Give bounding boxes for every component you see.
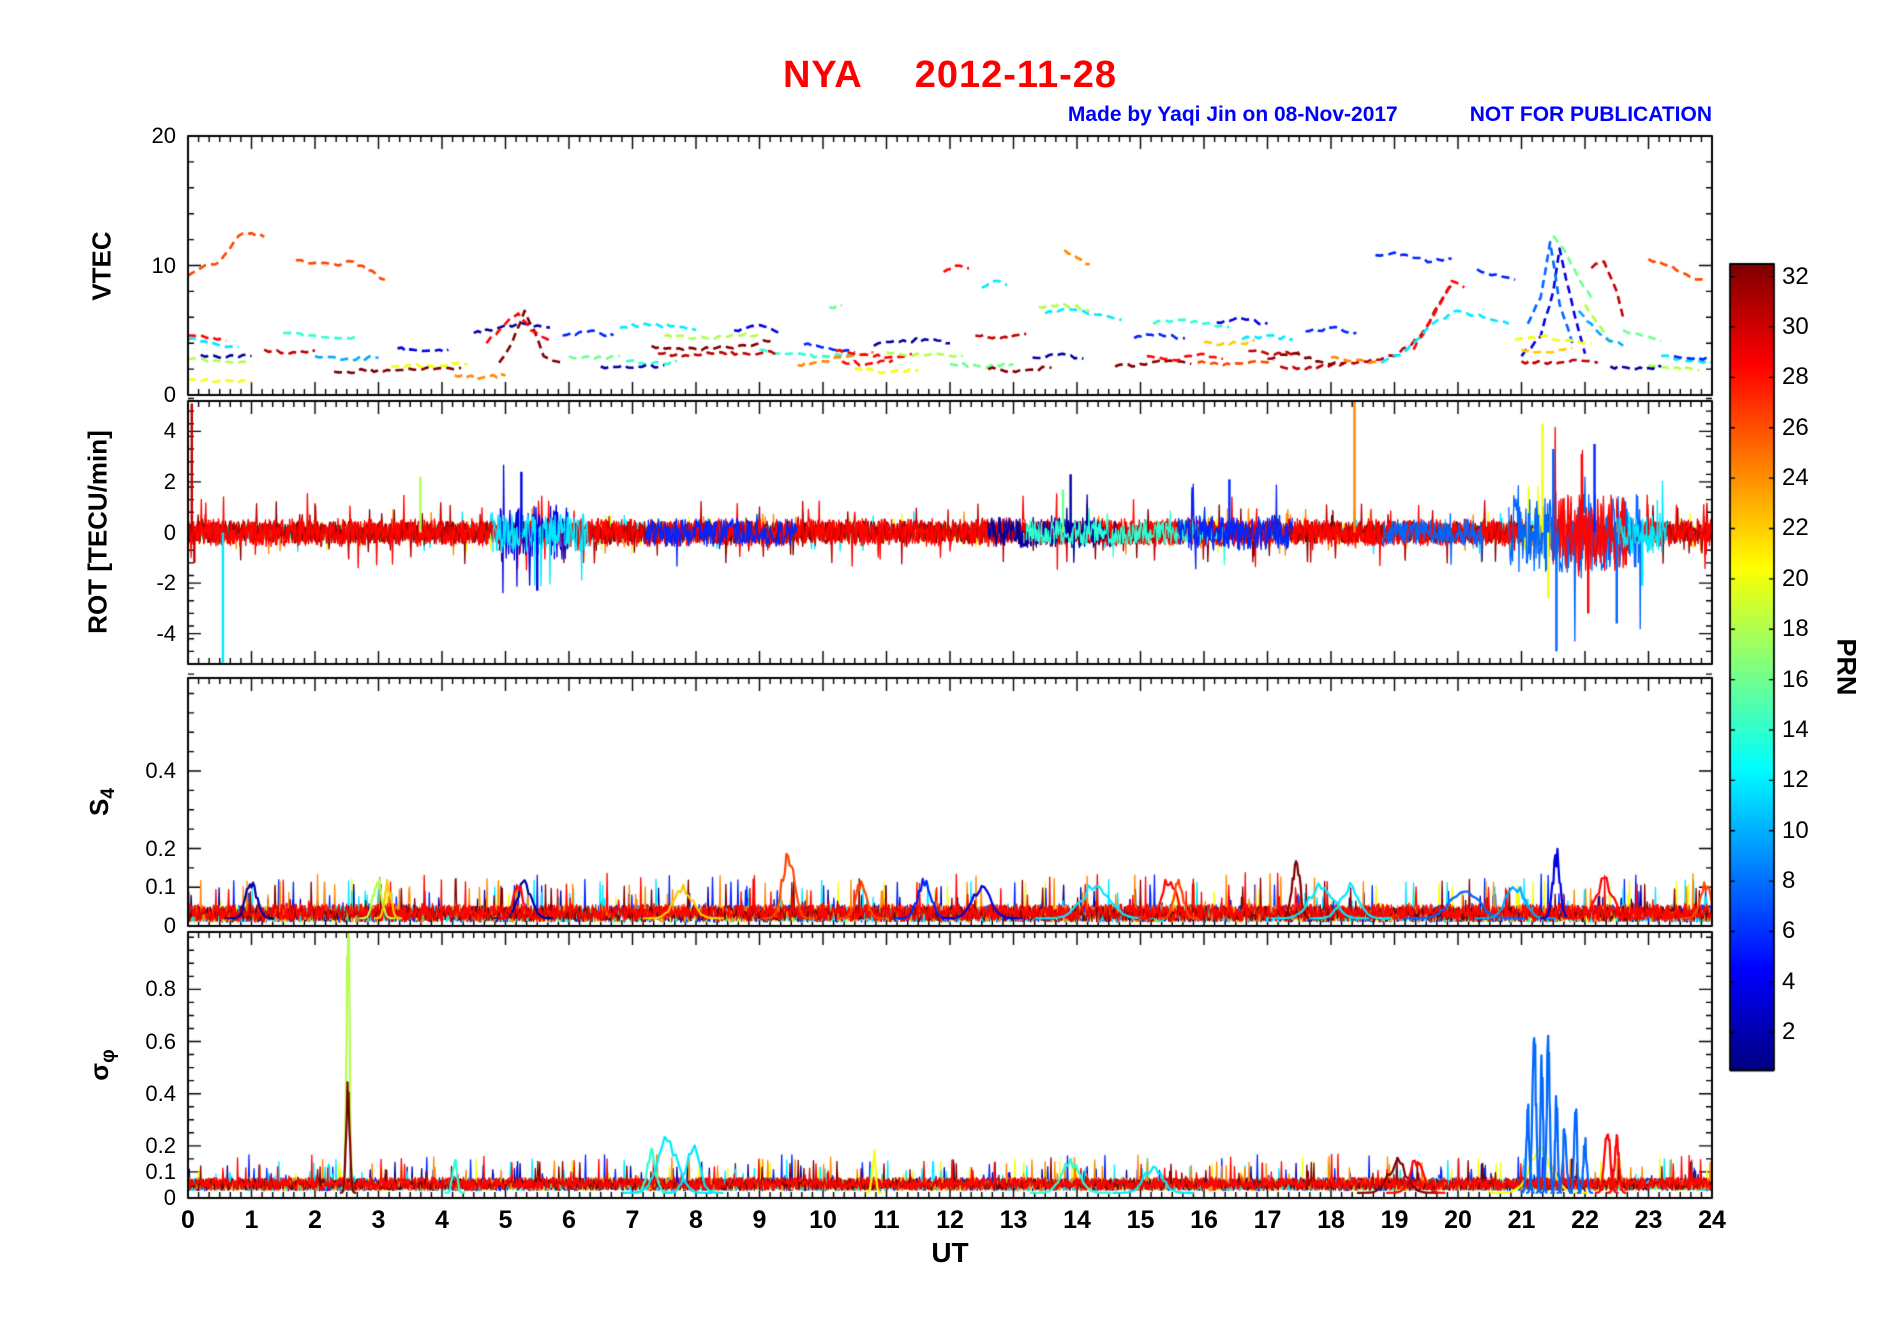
y-tick-label-sigma-phi: 0.8: [145, 976, 176, 1002]
y-tick-label-sigma-phi: 0.2: [145, 1132, 176, 1158]
colorbar-tick-label: 22: [1782, 514, 1809, 542]
colorbar-tick-label: 16: [1782, 665, 1809, 693]
x-tick-label: 7: [625, 1206, 640, 1234]
colorbar-tick-label: 24: [1782, 464, 1809, 492]
y-tick-label-sigma-phi: 0: [163, 1185, 176, 1210]
x-tick-label: 17: [1253, 1206, 1282, 1234]
x-tick-label: 18: [1317, 1206, 1345, 1234]
y-tick-label-s4: 0.4: [145, 758, 176, 783]
ut-axis-label: UT: [931, 1237, 969, 1268]
y-tick-label-rot: 4: [163, 418, 176, 444]
chart-date: 2012-11-28: [914, 54, 1118, 96]
x-tick-label: 0: [181, 1206, 195, 1234]
y-tick-label-rot: -4: [156, 620, 176, 646]
x-tick-label: 4: [435, 1206, 449, 1234]
x-tick-label: 16: [1190, 1206, 1218, 1234]
y-tick-label-rot: -2: [156, 570, 176, 596]
x-tick-label: 6: [562, 1206, 576, 1234]
credit-line: Made by Yaqi Jin on 08-Nov-2017 NOT FOR P…: [1068, 103, 1712, 127]
colorbar-tick-label: 2: [1782, 1018, 1796, 1046]
colorbar-tick-label: 12: [1782, 766, 1809, 794]
x-tick-label: 19: [1380, 1206, 1409, 1234]
colorbar-tick-label: 26: [1782, 413, 1809, 441]
y-tick-label-s4: 0.2: [145, 835, 176, 861]
colorbar-tick-label: 20: [1782, 564, 1809, 592]
prn-colorbar-label: PRN: [1831, 638, 1862, 696]
s4-axis-label-text: S: [83, 798, 114, 816]
sigma-phi-axis-label-text: σ: [83, 1062, 114, 1081]
x-tick-label: 5: [498, 1206, 513, 1234]
colorbar-tick-label: 4: [1782, 967, 1796, 995]
x-tick-label: 3: [371, 1206, 386, 1234]
y-tick-label-sigma-phi: 0.1: [145, 1158, 176, 1184]
colorbar-tick-label: 28: [1782, 363, 1809, 391]
y-tick-label-s4: 0: [163, 913, 176, 938]
x-tick-label: 15: [1126, 1206, 1155, 1234]
y-tick-label-rot: 0: [163, 519, 176, 545]
x-tick-label: 14: [1063, 1206, 1091, 1234]
x-tick-label: 8: [689, 1206, 703, 1234]
y-tick-label-vtec: 10: [151, 252, 176, 278]
colorbar-tick-label: 6: [1782, 917, 1796, 945]
x-tick-label: 10: [809, 1206, 837, 1234]
y-tick-label-sigma-phi: 0.6: [145, 1028, 176, 1054]
x-tick-label: 1: [244, 1206, 259, 1234]
y-tick-label-rot: 2: [163, 468, 176, 494]
chart-title: NYA 2012-11-28: [188, 54, 1712, 97]
credit-author: Made by Yaqi Jin on 08-Nov-2017: [1067, 103, 1398, 126]
y-tick-label-vtec: 20: [151, 123, 176, 148]
colorbar-tick-label: 32: [1782, 262, 1809, 290]
x-tick-label: 23: [1634, 1206, 1663, 1234]
x-tick-label: 21: [1507, 1206, 1536, 1234]
colorbar-tick-label: 14: [1782, 715, 1809, 743]
x-tick-label: 22: [1571, 1206, 1599, 1234]
x-tick-label: 2: [308, 1206, 322, 1234]
publication-notice: NOT FOR PUBLICATION: [1469, 103, 1712, 126]
x-tick-label: 20: [1444, 1206, 1472, 1234]
s4-axis-label: S4: [84, 788, 120, 816]
s4-axis-label-sub: 4: [98, 788, 120, 799]
y-tick-label-sigma-phi: 0.4: [145, 1080, 176, 1106]
x-tick-label: 24: [1698, 1206, 1726, 1234]
y-tick-label-s4: 0.1: [145, 874, 176, 900]
colorbar-tick-label: 30: [1782, 312, 1809, 340]
station-name: NYA: [782, 54, 863, 96]
x-tick-label: 9: [752, 1206, 767, 1234]
y-tick-label-vtec: 0: [163, 382, 176, 407]
colorbar-tick-label: 10: [1782, 816, 1809, 844]
colorbar-tick-label: 8: [1782, 867, 1796, 895]
x-tick-label: 12: [936, 1206, 964, 1234]
x-tick-label: 13: [999, 1206, 1028, 1234]
x-tick-label: 11: [873, 1206, 900, 1234]
colorbar-tick-label: 18: [1782, 615, 1809, 643]
